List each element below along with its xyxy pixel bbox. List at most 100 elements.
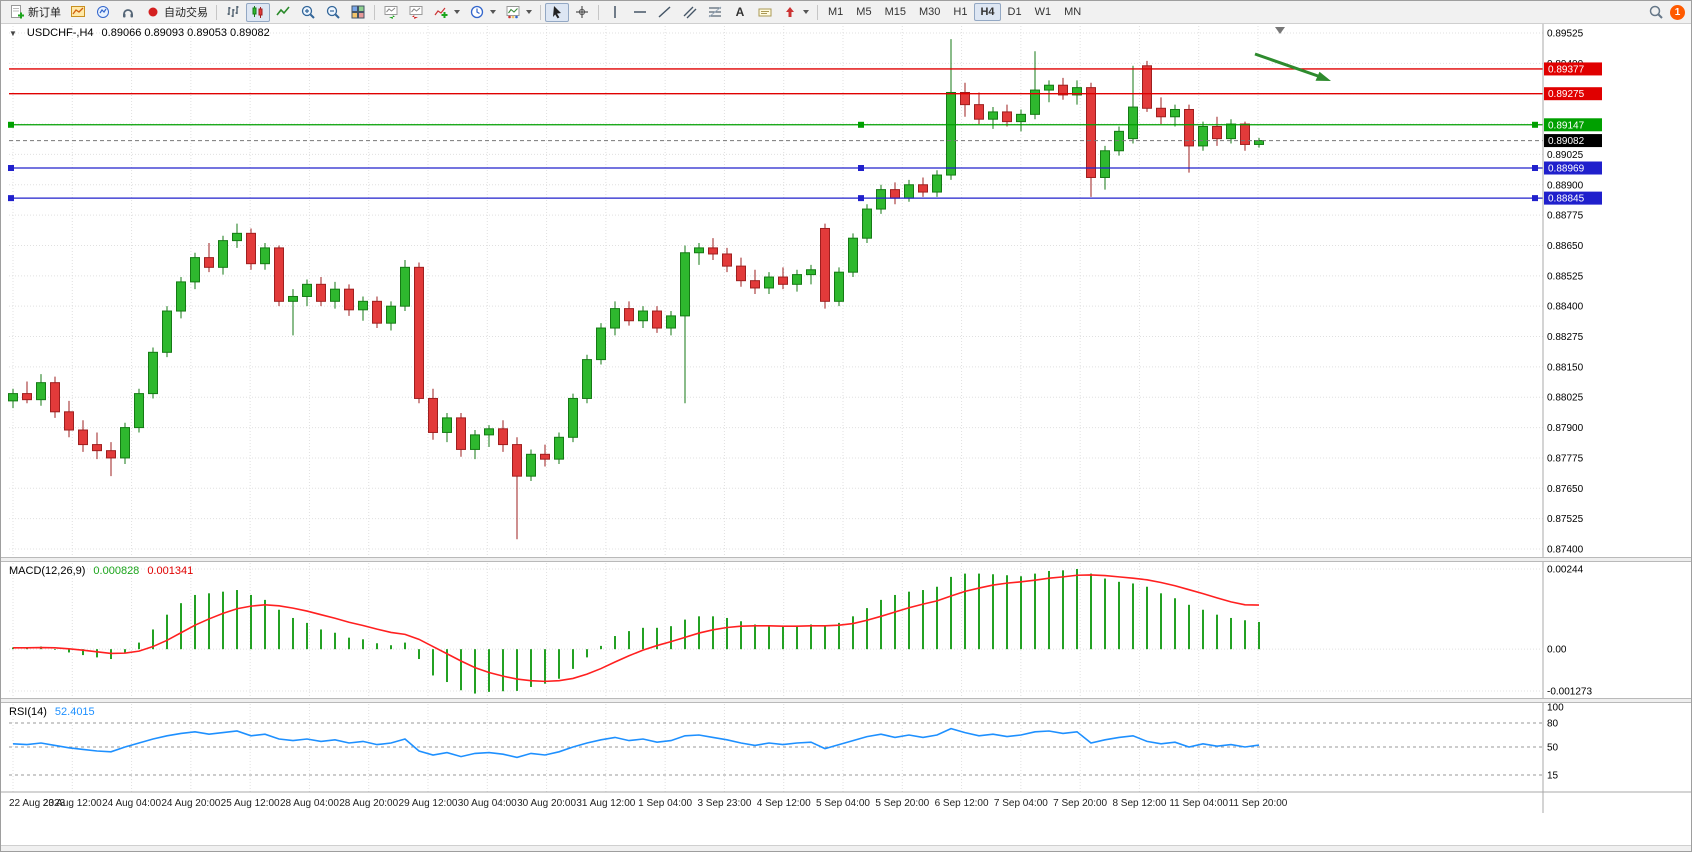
market-watch-icon [97, 6, 109, 18]
svg-text:0.88525: 0.88525 [1547, 271, 1584, 282]
text-label-icon [758, 8, 772, 17]
window-bottom-border [1, 845, 1691, 851]
candlestick-mode-button[interactable] [246, 2, 270, 22]
zoom-in-button[interactable] [296, 3, 320, 22]
svg-text:23 Aug 12:00: 23 Aug 12:00 [43, 798, 102, 809]
clock-icon [470, 5, 484, 19]
profiles-button[interactable] [66, 3, 90, 22]
horizontal-line-tool-button[interactable] [628, 3, 652, 22]
autotrade-button[interactable]: 自动交易 [141, 3, 212, 22]
zoom-out-button[interactable] [321, 3, 345, 22]
market-watch-button[interactable] [91, 3, 115, 22]
svg-text:0.89377: 0.89377 [1548, 64, 1585, 75]
price-badge [1544, 118, 1602, 132]
line-chart-icon [276, 6, 290, 16]
svg-text:4 Sep 12:00: 4 Sep 12:00 [757, 798, 811, 809]
panel-divider-rsi[interactable] [1, 698, 1691, 703]
svg-text:0.88650: 0.88650 [1547, 241, 1584, 252]
price-axis-labels: 0.895250.894000.892750.891500.890250.889… [1547, 29, 1584, 556]
svg-text:15: 15 [1547, 771, 1559, 782]
text-tool-button[interactable]: A [728, 3, 752, 22]
gridlines [9, 23, 1543, 792]
community-button[interactable] [116, 3, 140, 22]
templates-button[interactable] [501, 3, 536, 22]
template-icon [506, 6, 520, 19]
chart-region[interactable]: 0.895250.894000.892750.891500.890250.889… [1, 23, 1692, 852]
timeframe-m5[interactable]: M5 [856, 6, 872, 18]
hline-handle [1532, 195, 1538, 202]
svg-text:0.88775: 0.88775 [1547, 211, 1584, 222]
timeframe-h4[interactable]: H4 [974, 3, 1001, 21]
ohlc-values: 0.89066 0.89093 0.89053 0.89082 [101, 27, 270, 39]
svg-text:3 Sep 23:00: 3 Sep 23:00 [697, 798, 751, 809]
panel-divider-macd[interactable] [1, 557, 1691, 562]
svg-text:5 Sep 04:00: 5 Sep 04:00 [816, 798, 870, 809]
hline-handle [1532, 165, 1538, 172]
svg-text:30 Aug 04:00: 30 Aug 04:00 [458, 798, 517, 809]
rsi-header: RSI(14) 52.4015 [9, 706, 95, 718]
auto-scroll-icon [384, 6, 398, 19]
svg-text:0.87525: 0.87525 [1547, 514, 1584, 525]
collapse-ohlc-icon[interactable]: ▼ [9, 28, 17, 38]
macd-histogram [12, 569, 1260, 694]
equidistant-channel-icon [683, 6, 697, 19]
timeframe-w1[interactable]: W1 [1034, 6, 1052, 18]
timeframe-h1[interactable]: H1 [953, 6, 968, 18]
new-order-icon [11, 5, 24, 19]
svg-text:0.88025: 0.88025 [1547, 393, 1584, 404]
new-order-button[interactable]: 新订单 [5, 3, 65, 22]
tile-windows-button[interactable] [346, 3, 370, 22]
crosshair-icon [576, 6, 588, 18]
arrows-tool-button[interactable] [778, 3, 813, 22]
indicators-button[interactable] [429, 3, 464, 22]
svg-text:1 Sep 04:00: 1 Sep 04:00 [638, 798, 692, 809]
fibonacci-tool-button[interactable] [703, 3, 727, 22]
svg-text:5 Sep 20:00: 5 Sep 20:00 [875, 798, 929, 809]
chart-header: ▼ USDCHF-,H4 0.89066 0.89093 0.89053 0.8… [9, 27, 270, 39]
price-badge [1544, 191, 1602, 205]
bar-chart-icon [227, 6, 239, 17]
timeframe-mn[interactable]: MN [1064, 6, 1082, 18]
svg-text:0.89082: 0.89082 [1548, 136, 1585, 147]
timeframe-m15[interactable]: M15 [884, 6, 906, 18]
text-label-tool-button[interactable] [753, 3, 777, 22]
zoom-in-icon [301, 5, 315, 19]
trendline-tool-button[interactable] [653, 3, 677, 22]
search-icon[interactable] [1648, 4, 1664, 20]
periods-button[interactable] [465, 3, 500, 22]
crosshair-tool-button[interactable] [570, 3, 594, 22]
bar-chart-mode-button[interactable] [221, 3, 245, 22]
cursor-tool-button[interactable] [545, 2, 569, 22]
notification-badge[interactable]: 1 [1670, 4, 1685, 20]
macd-main-value: 0.000828 [93, 565, 140, 577]
macd-label: MACD(12,26,9) [9, 565, 86, 577]
line-chart-mode-button[interactable] [271, 3, 295, 22]
timeframe-m30[interactable]: M30 [918, 6, 941, 18]
svg-text:24 Aug 04:00: 24 Aug 04:00 [102, 798, 161, 809]
svg-text:80: 80 [1547, 719, 1559, 730]
toolbar-separator [216, 4, 217, 20]
timeframe-m1[interactable]: M1 [828, 6, 844, 18]
channel-tool-button[interactable] [678, 3, 702, 22]
candlestick-icon [252, 6, 263, 18]
svg-text:7 Sep 04:00: 7 Sep 04:00 [994, 798, 1048, 809]
svg-text:24 Aug 20:00: 24 Aug 20:00 [161, 798, 220, 809]
price-chart-canvas[interactable]: 0.895250.894000.892750.891500.890250.889… [1, 23, 1692, 852]
hline-handle [8, 121, 14, 128]
chart-shift-button[interactable] [404, 3, 428, 22]
toolbar: 新订单 自动交易 [1, 1, 1691, 24]
svg-text:0.87775: 0.87775 [1547, 453, 1584, 464]
svg-text:25 Aug 12:00: 25 Aug 12:00 [221, 798, 280, 809]
svg-text:100: 100 [1547, 703, 1564, 714]
svg-text:28 Aug 20:00: 28 Aug 20:00 [339, 798, 398, 809]
price-badge [1544, 62, 1602, 76]
svg-text:50: 50 [1547, 743, 1559, 754]
svg-text:30 Aug 20:00: 30 Aug 20:00 [517, 798, 576, 809]
auto-scroll-button[interactable] [379, 3, 403, 22]
hline-handle [1532, 121, 1538, 128]
timeframe-d1[interactable]: D1 [1007, 6, 1022, 18]
vertical-line-tool-button[interactable] [603, 3, 627, 22]
svg-text:0.87650: 0.87650 [1547, 484, 1584, 495]
chart-shift-marker [1275, 27, 1285, 34]
macd-signal-line [13, 574, 1260, 683]
